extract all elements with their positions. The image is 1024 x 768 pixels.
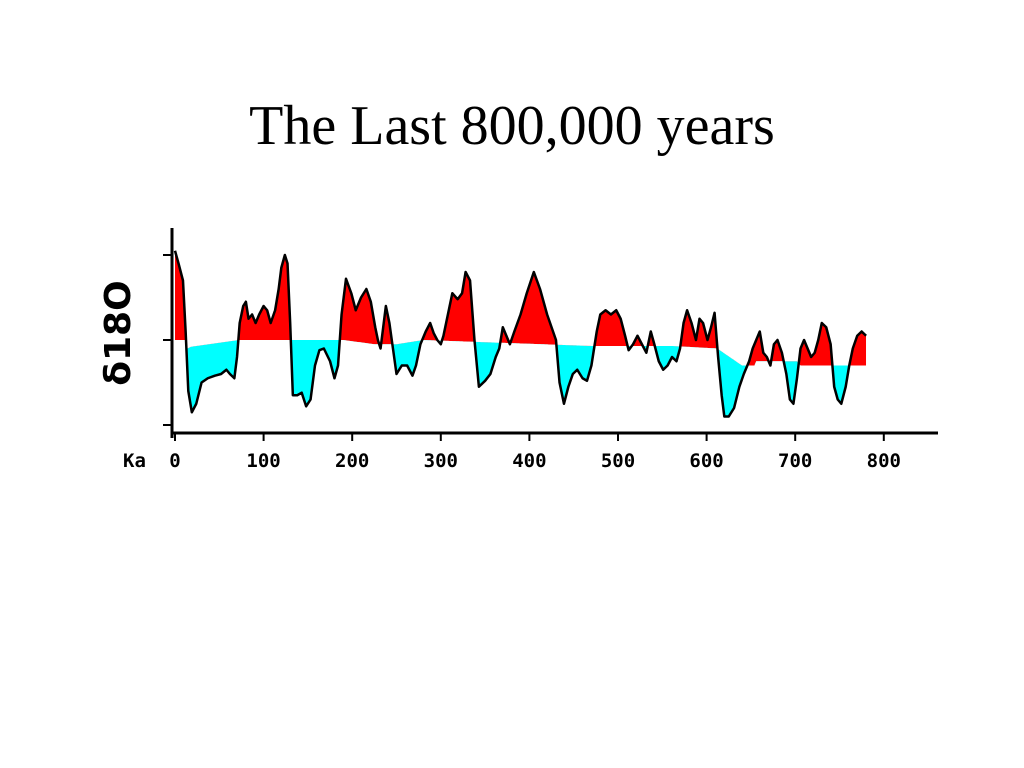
- x-tick-label-200: 200: [335, 450, 369, 472]
- x-tick-label-400: 400: [512, 450, 546, 472]
- x-tick-label-700: 700: [778, 450, 812, 472]
- x-tick-label-100: 100: [246, 450, 280, 472]
- chart-areas: [173, 250, 867, 418]
- x-tick-label-800: 800: [867, 450, 901, 472]
- chart-axes: [170, 228, 938, 438]
- warm-area: [175, 250, 867, 366]
- slide-title: The Last 800,000 years: [249, 95, 775, 157]
- x-tick-label-0: 0: [169, 450, 180, 472]
- chart-ticks: 0 100 200 300 400 500 600 700 800: [163, 254, 901, 472]
- y-axis-label: δ18O: [98, 280, 139, 385]
- x-tick-label-500: 500: [601, 450, 635, 472]
- x-axis-label: Ka: [123, 450, 146, 472]
- x-tick-label-600: 600: [689, 450, 723, 472]
- x-tick-label-300: 300: [424, 450, 458, 472]
- chart-labels: Ka δ18O: [98, 280, 146, 472]
- d18o-line: [173, 250, 867, 418]
